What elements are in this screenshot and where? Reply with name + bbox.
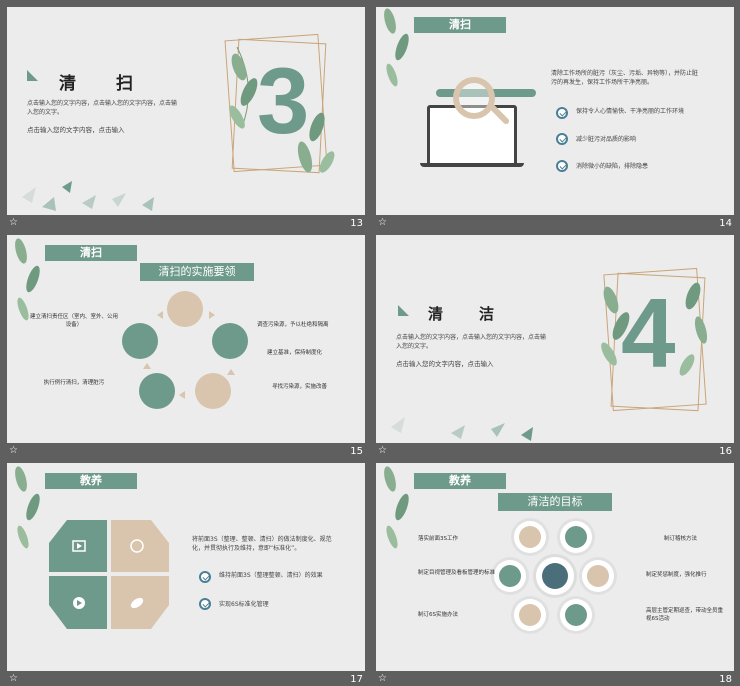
cart-icon	[565, 604, 587, 626]
slide-title-bar: 清扫	[45, 245, 137, 261]
hexagon-quadrants	[49, 520, 169, 629]
check-icon	[199, 598, 211, 610]
chart-icon	[565, 526, 587, 548]
goal-label: 制定目视管理及看板管理的标准	[418, 570, 496, 576]
slide-thumb-14[interactable]: 清扫 清除工作场所的脏污（灰尘、污垢、异物等），并防止脏污的再发生，保持工作场所…	[376, 7, 734, 230]
leaf-decoration-icon	[384, 8, 409, 87]
cycle-arrows-icon	[143, 311, 235, 399]
slide-title-bar: 教养	[414, 473, 506, 489]
person-icon	[542, 563, 568, 589]
step-label: 调查污染源，予以杜绝和隔离	[257, 322, 329, 328]
body-text-2: 点击输入您的文字内容，点击输入	[396, 360, 494, 368]
lightbulb-icon	[195, 373, 231, 409]
check-icon	[556, 133, 568, 145]
slide-subtitle: 清扫的实施要领	[140, 263, 254, 281]
slide-number: 14	[719, 218, 732, 229]
buildings-icon	[499, 565, 521, 587]
goal-label: 制定奖惩制度，强化推行	[646, 572, 707, 578]
leaf-decoration-icon	[384, 466, 409, 549]
bullet-text: 减少脏污对品质的影响	[576, 136, 637, 143]
check-icon	[199, 571, 211, 583]
slide-18: 教养 清洁的目标 落实前面3S工作 制定目视管理及看板管理的标准 制订6S实施办…	[376, 463, 734, 671]
slide-thumb-16[interactable]: 清 洁 点击输入您的文字内容，点击输入您的文字内容，点击输入您的文字。 点击输入…	[376, 235, 734, 458]
goal-label: 高层主管定期巡查，带动全员重视6S活动	[646, 608, 724, 622]
slide-15: 清扫 清扫的实施要领 建立清扫责任区（室内、室外、公用设备） 执行例行清扫，清理…	[7, 235, 365, 443]
step-label: 建立清扫责任区（室内、室外、公用设备）	[29, 314, 118, 328]
slide-title: 清 洁	[428, 305, 497, 323]
leaf-decoration-icon	[229, 46, 335, 173]
triangle-accent	[398, 305, 409, 316]
magnifier-icon	[453, 77, 495, 119]
slide-title: 清 扫	[59, 74, 135, 94]
windmill-icon	[519, 526, 541, 548]
gas-pump-icon	[519, 604, 541, 626]
description-text: 清除工作场所的脏污（灰尘、污垢、异物等），并防止脏污的再发生，保持工作场所干净亮…	[551, 70, 699, 86]
hierarchy-icon	[139, 373, 175, 409]
check-icon	[556, 160, 568, 172]
leaf-decoration-icon	[15, 466, 40, 549]
slide-title-bar: 清扫	[414, 17, 506, 33]
cloud-upload-icon	[167, 291, 203, 327]
star-icon[interactable]: ☆	[9, 673, 18, 684]
body-text: 点击输入您的文字内容，点击输入您的文字内容，点击输入您的文字。	[27, 100, 178, 116]
bullet-text: 实现6S标准化管理	[219, 601, 269, 608]
big-number: 3	[257, 48, 310, 153]
star-icon[interactable]: ☆	[9, 217, 18, 228]
star-icon[interactable]: ☆	[378, 217, 387, 228]
slide-thumb-18[interactable]: 教养 清洁的目标 落实前面3S工作 制定目视管理及看板管理的标准 制订6S实施办…	[376, 463, 734, 686]
slide-title-bar: 教养	[45, 473, 137, 489]
bullet-text: 维持前面3S（整理整顿、清扫）的效果	[219, 572, 323, 579]
step-label: 建立基准，保持制度化	[267, 350, 323, 356]
document-icon	[212, 323, 248, 359]
description-text: 将前面3S（整理、整顿、清扫）的做法制度化、规范化，并贯彻执行及维持，意即“标准…	[192, 536, 332, 552]
slide-number: 16	[719, 446, 732, 457]
triangle-scatter-icon	[22, 181, 154, 211]
bullet-text: 保持令人心情愉快、干净亮丽的工作环境	[576, 108, 685, 115]
goal-label: 制订6S实施办法	[418, 612, 458, 618]
slide-thumb-15[interactable]: 清扫 清扫的实施要领 建立清扫责任区（室内、室外、公用设备） 执行例行清扫，清理…	[7, 235, 365, 458]
laptop-base-icon	[420, 163, 524, 167]
leaf-decoration-icon	[601, 282, 708, 376]
slide-13: 清 扫 点击输入您的文字内容，点击输入您的文字内容，点击输入您的文字。 点击输入…	[7, 7, 365, 215]
bullet-text: 消除微小的缺陷，排除隐患	[576, 163, 649, 170]
goal-label: 制订稽核方法	[664, 536, 698, 542]
star-icon[interactable]: ☆	[378, 445, 387, 456]
slide-number: 18	[719, 674, 732, 685]
check-icon	[556, 107, 568, 119]
triangle-accent	[27, 70, 38, 81]
leaf-decoration-icon	[15, 238, 40, 321]
slide-number: 17	[350, 674, 363, 685]
step-label: 执行例行清扫，清理脏污	[43, 380, 105, 386]
star-icon[interactable]: ☆	[378, 673, 387, 684]
star-icon[interactable]: ☆	[9, 445, 18, 456]
slide-16: 清 洁 点击输入您的文字内容，点击输入您的文字内容，点击输入您的文字。 点击输入…	[376, 235, 734, 443]
slide-thumb-13[interactable]: 清 扫 点击输入您的文字内容，点击输入您的文字内容，点击输入您的文字。 点击输入…	[7, 7, 365, 230]
body-text: 点击输入您的文字内容，点击输入您的文字内容，点击输入您的文字。	[396, 334, 547, 350]
tools-icon	[122, 323, 158, 359]
goal-label: 落实前面3S工作	[418, 536, 458, 542]
slide-number: 13	[350, 218, 363, 229]
slide-number: 15	[350, 446, 363, 457]
triangle-scatter-icon	[391, 417, 533, 441]
slide-14: 清扫 清除工作场所的脏污（灰尘、污垢、异物等），并防止脏污的再发生，保持工作场所…	[376, 7, 734, 215]
slide-subtitle: 清洁的目标	[498, 493, 612, 511]
slide-17: 教养 将前面3S（整理、整顿、清扫）的做法制度化、规范化，并贯彻执行及维持，意即…	[7, 463, 365, 671]
step-label: 寻找污染源，实施改善	[272, 384, 328, 390]
mobile-icon	[587, 565, 609, 587]
slide-thumb-17[interactable]: 教养 将前面3S（整理、整顿、清扫）的做法制度化、规范化，并贯彻执行及维持，意即…	[7, 463, 365, 686]
body-text-2: 点击输入您的文字内容，点击输入	[27, 126, 125, 134]
big-number: 4	[621, 278, 676, 388]
